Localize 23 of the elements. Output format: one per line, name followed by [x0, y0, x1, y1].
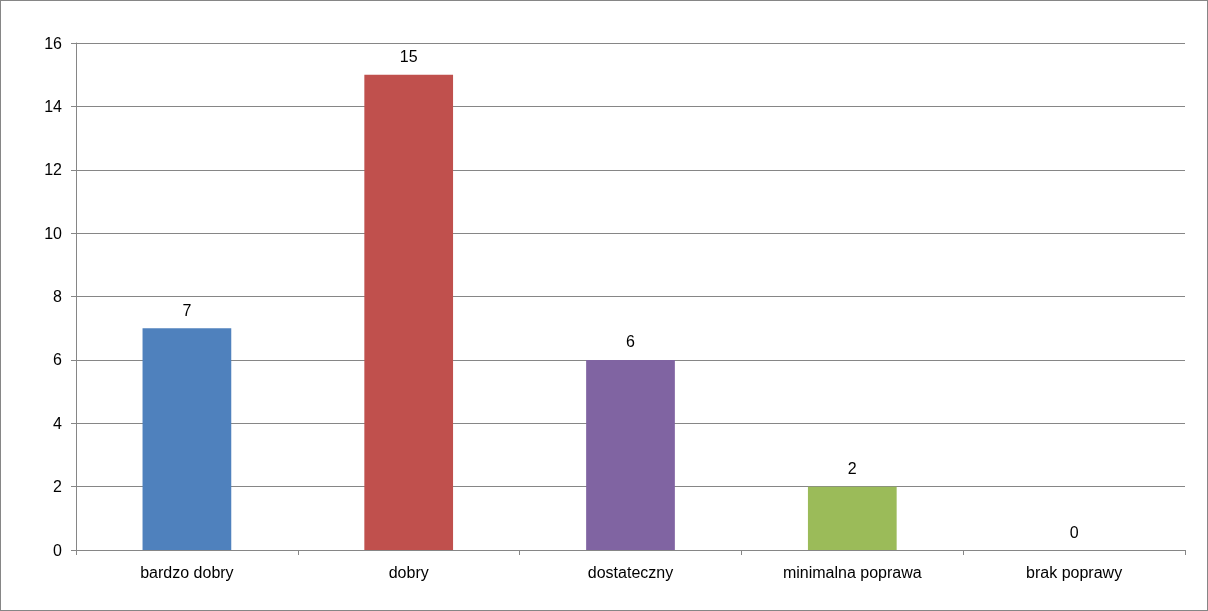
y-tick-label: 6 — [53, 351, 63, 369]
y-tick-label: 8 — [53, 288, 63, 305]
x-tick-label: dostateczny — [587, 563, 674, 581]
data-label: 7 — [182, 301, 192, 319]
y-tick-label: 0 — [53, 541, 63, 559]
data-label: 15 — [399, 48, 418, 66]
x-tick-label: brak poprawy — [1026, 563, 1123, 581]
y-tick-label: 10 — [44, 224, 63, 242]
x-tick-label: bardzo dobry — [140, 563, 234, 581]
bar — [364, 74, 454, 550]
y-tick-label: 2 — [53, 478, 63, 496]
x-tick-label: dobry — [388, 563, 429, 581]
bar — [142, 328, 232, 550]
y-tick-label: 4 — [53, 414, 63, 432]
data-label: 0 — [1069, 523, 1079, 541]
data-label: 6 — [626, 333, 636, 351]
bar — [807, 486, 897, 550]
y-tick-label: 14 — [44, 97, 63, 115]
bar — [586, 359, 675, 550]
y-tick-label: 12 — [44, 161, 63, 179]
x-tick-label: minimalna poprawa — [782, 563, 922, 581]
data-label: 2 — [847, 460, 857, 478]
y-tick-label: 16 — [44, 34, 63, 52]
